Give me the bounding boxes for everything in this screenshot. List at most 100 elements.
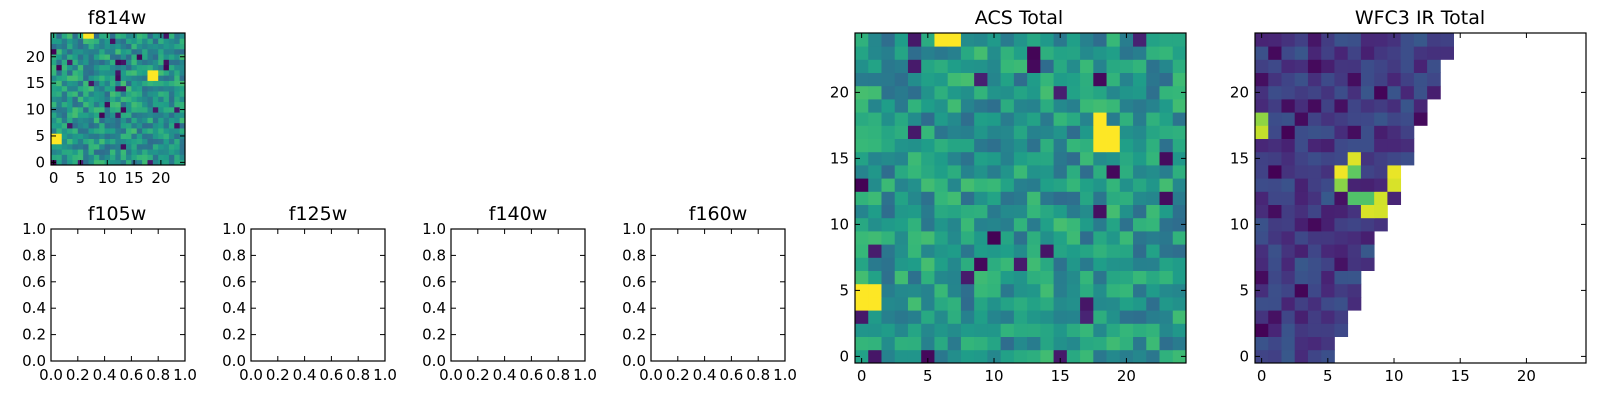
heatmap-cell: [1307, 191, 1322, 205]
heatmap-cell: [1255, 112, 1269, 126]
heatmap-cell: [907, 231, 922, 245]
heatmap-cell: [960, 165, 975, 179]
heatmap-cell: [1334, 112, 1349, 126]
heatmap-cell: [1040, 72, 1054, 87]
heatmap-cell: [1281, 270, 1296, 285]
heatmap-cell: [1027, 310, 1041, 324]
heatmap-cell: [1255, 204, 1269, 219]
heatmap-cell: [1013, 191, 1028, 205]
heatmap-cell: [987, 138, 1002, 153]
heatmap-cell: [1040, 336, 1054, 351]
heatmap-cell: [921, 270, 935, 285]
heatmap-cell: [881, 112, 896, 126]
heatmap-cell: [1347, 33, 1362, 47]
heatmap-cell: [109, 128, 116, 134]
heatmap-cell: [894, 217, 909, 232]
heatmap-cell: [77, 133, 84, 139]
heatmap-cell: [1374, 85, 1388, 100]
heatmap-cell: [1053, 204, 1068, 219]
heatmap-cell: [83, 143, 89, 150]
heatmap-cell: [907, 165, 922, 179]
heatmap-cell: [987, 178, 1002, 192]
heatmap-cell: [1307, 178, 1322, 192]
heatmap-cell: [109, 96, 116, 103]
heatmap-cell: [1027, 323, 1041, 337]
x-tick-label: 20: [151, 169, 170, 187]
heatmap-cell: [934, 217, 949, 232]
y-tick-label: 0.0: [422, 352, 446, 370]
heatmap-cell: [179, 117, 186, 124]
heatmap-cell: [1159, 204, 1174, 219]
heatmap-cell: [934, 349, 949, 364]
heatmap-cell: [1413, 99, 1428, 113]
heatmap-cell: [1334, 72, 1349, 87]
heatmap-cell: [1172, 72, 1187, 87]
heatmap-cell: [88, 154, 95, 161]
ticks-f140w: 0.0 0.2 0.4 0.6 0.8 1.00.00.20.40.60.81.0: [422, 220, 597, 384]
heatmap-cell: [168, 138, 175, 145]
y-tick-label: 0.2: [22, 326, 46, 344]
heatmap-cell: [1268, 178, 1282, 192]
heatmap-cell: [136, 154, 143, 161]
heatmap-cell: [152, 85, 159, 92]
heatmap-cell: [51, 85, 57, 92]
heatmap-cell: [1321, 125, 1335, 139]
heatmap-cell: [881, 72, 896, 87]
heatmap-cell: [1347, 244, 1362, 258]
heatmap-cell: [1093, 112, 1107, 126]
heatmap-cell: [1321, 178, 1335, 192]
heatmap-cell: [83, 128, 89, 134]
heatmap-cell: [120, 154, 127, 161]
heatmap-cell: [1334, 165, 1349, 179]
heatmap-cell: [77, 138, 84, 145]
heatmap-cell: [868, 59, 882, 73]
heatmap-cell: [947, 231, 962, 245]
heatmap-cell: [1133, 310, 1147, 324]
heatmap-cell: [1093, 297, 1107, 311]
y-tick-label: 15: [26, 74, 45, 92]
heatmap-cell: [1066, 297, 1081, 311]
heatmap-cell: [83, 91, 89, 97]
heatmap-cell: [855, 231, 869, 245]
heatmap-cell: [147, 143, 154, 150]
heatmap-cell: [960, 112, 975, 126]
heatmap-cell: [1040, 297, 1054, 311]
heatmap-cell: [1321, 336, 1335, 351]
heatmap-cell: [88, 75, 95, 81]
x-tick-label: 0.2: [66, 366, 90, 384]
heatmap-cell: [174, 106, 181, 113]
heatmap-cell: [163, 85, 170, 92]
heatmap-cell: [158, 75, 164, 81]
x-tick-label: 0.8: [146, 366, 170, 384]
heatmap-cell: [1294, 151, 1309, 166]
heatmap-cell: [1093, 257, 1107, 271]
heatmap-cell: [987, 310, 1002, 324]
x-tick-label: 10: [98, 169, 117, 187]
heatmap-cell: [934, 112, 949, 126]
heatmap-cell: [1294, 217, 1309, 232]
heatmap-cell: [109, 33, 116, 39]
heatmap-cell: [960, 204, 975, 219]
heatmap-cell: [88, 159, 95, 166]
heatmap-cell: [174, 159, 181, 166]
heatmap-cell: [907, 138, 922, 153]
heatmap-cell: [1172, 244, 1187, 258]
heatmap-cell: [974, 349, 988, 364]
heatmap-cell: [1119, 138, 1134, 153]
heatmap-cell: [1255, 217, 1269, 232]
heatmap-cell: [120, 54, 127, 60]
heatmap-cell: [974, 138, 988, 153]
heatmap-cell: [67, 143, 73, 150]
heatmap-cell: [1307, 349, 1322, 364]
heatmap-cell: [894, 138, 909, 153]
heatmap-cell: [152, 48, 159, 55]
heatmap-cell: [67, 54, 73, 60]
heatmap-cell: [179, 64, 186, 71]
heatmap-cell: [174, 128, 181, 134]
heatmap-cell: [120, 133, 127, 139]
heatmap-cell: [56, 112, 63, 118]
heatmap-cell: [947, 323, 962, 337]
heatmap-cell: [947, 336, 962, 351]
heatmap-cell: [1080, 59, 1094, 73]
heatmap-cell: [120, 112, 127, 118]
